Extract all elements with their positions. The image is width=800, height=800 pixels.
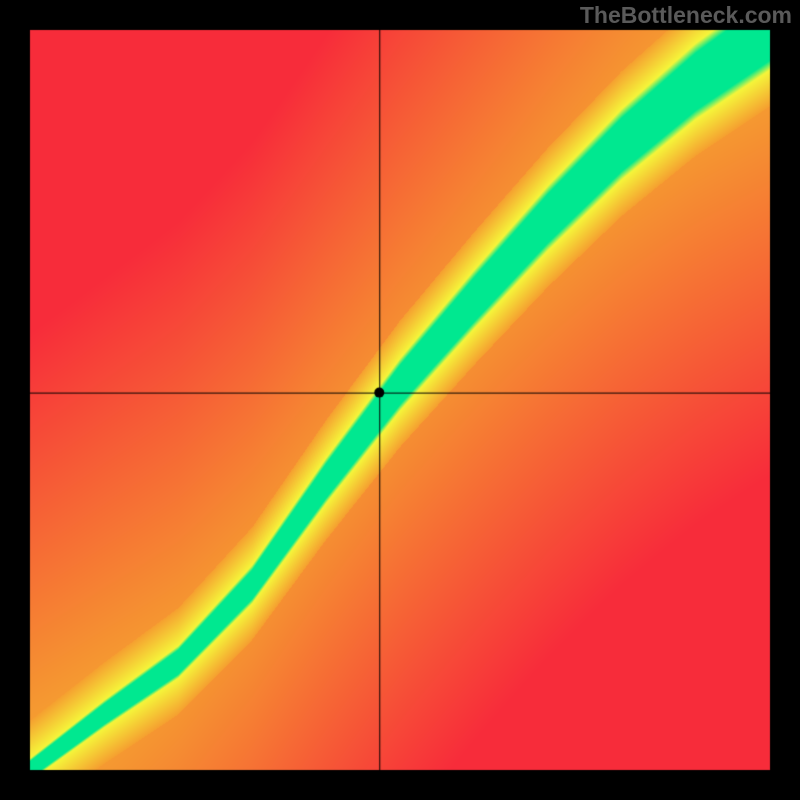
heatmap-canvas [0,0,800,800]
watermark-text: TheBottleneck.com [580,2,792,29]
chart-container: TheBottleneck.com [0,0,800,800]
